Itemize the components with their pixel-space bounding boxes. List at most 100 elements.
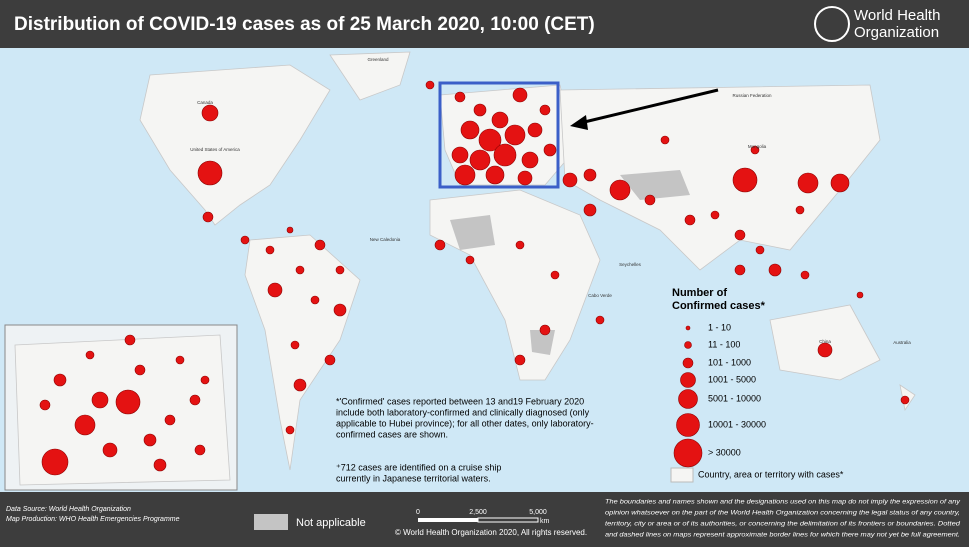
north-america [139, 64, 331, 226]
country-label: United States of America [190, 147, 240, 152]
case-bubbles [39, 80, 910, 476]
case-bubble [515, 240, 525, 250]
case-bubble [74, 414, 96, 436]
case-bubble [800, 270, 810, 280]
legend-symbol [684, 341, 692, 349]
case-bubble [143, 433, 157, 447]
case-bubble [39, 399, 51, 411]
case-bubble [434, 239, 446, 251]
country-label: Russian Federation [732, 93, 772, 98]
case-bubble [286, 226, 294, 234]
case-bubble [517, 170, 533, 186]
case-bubble [512, 87, 528, 103]
case-bubble [485, 165, 505, 185]
case-bubble [817, 342, 833, 358]
case-bubble [504, 124, 526, 146]
case-bubble [795, 205, 805, 215]
case-bubble [732, 167, 758, 193]
na-area [530, 330, 555, 355]
case-bubble [310, 295, 320, 305]
case-bubble [750, 145, 760, 155]
case-bubble [465, 255, 475, 265]
case-bubble [660, 135, 670, 145]
case-bubble [644, 194, 656, 206]
case-bubble [201, 104, 219, 122]
case-bubble [335, 265, 345, 275]
case-bubble [595, 315, 605, 325]
case-bubble [527, 122, 543, 138]
case-bubble [469, 149, 491, 171]
logo-text: World Health [854, 7, 940, 24]
legend: 1 - 10 11 - 100 101 - 1000 1001 - 5000 5001 … [673, 322, 766, 468]
legend-symbol [680, 372, 696, 388]
case-bubble [189, 394, 201, 406]
australia [769, 304, 881, 381]
case-bubble [830, 173, 850, 193]
map-production: Map Production: WHO Health Emergencies P… [6, 516, 180, 523]
case-bubble [454, 91, 466, 103]
case-bubble [797, 172, 819, 194]
highlight-box [438, 81, 560, 189]
scale-unit: km [540, 518, 550, 525]
title: Distribution of COVID-19 cases as of 25 … [14, 14, 595, 35]
note-line: ⁺712 cases are identified on a cruise sh… [336, 462, 501, 472]
case-bubble [583, 168, 597, 182]
data-source: Data Source: World Health Organization [6, 506, 131, 513]
case-bubble [550, 270, 560, 280]
not-applicable-areas [450, 170, 690, 355]
case-bubble [153, 458, 167, 472]
scale-bar [418, 518, 478, 522]
country-label: Seychelles [619, 262, 642, 267]
disclaimer-line: opinion whatsoever on the part of the Wo… [605, 510, 960, 517]
na-area [620, 170, 690, 200]
case-bubble [521, 151, 539, 169]
legend-item: 11 - 100 [708, 339, 740, 349]
who-emblem [814, 6, 850, 42]
arrow-head [570, 115, 588, 130]
case-bubble [543, 143, 557, 157]
scale-bar [477, 517, 539, 523]
greenland [329, 51, 411, 101]
case-bubble [768, 263, 782, 277]
case-bubble [684, 214, 696, 226]
legend-symbol [678, 389, 698, 409]
case-bubble [197, 160, 223, 186]
na-area [450, 215, 495, 250]
case-bubble [85, 350, 95, 360]
case-bubble [451, 146, 469, 164]
note-line: *'Confirmed' cases reported between 13 a… [336, 396, 584, 406]
case-bubble [290, 340, 300, 350]
country-label: Canada [197, 100, 213, 105]
legend-territory: Country, area or territory with cases* [698, 469, 844, 479]
case-bubble [734, 264, 746, 276]
case-bubble [514, 354, 526, 366]
case-bubble [200, 375, 210, 385]
case-bubble [454, 164, 476, 186]
case-bubble [115, 389, 141, 415]
legend-symbol [673, 438, 703, 468]
case-bubble [134, 364, 146, 376]
legend-symbol [685, 325, 691, 331]
country-label: China [819, 339, 831, 344]
legend-title: Number of [672, 287, 727, 299]
country-label: Greenland [367, 57, 389, 62]
note-line: confirmed cases are shown. [336, 429, 448, 439]
legend-title: Confirmed cases* [672, 300, 766, 312]
case-bubble [293, 378, 307, 392]
legend-item: 1001 - 5000 [708, 374, 756, 384]
case-bubble [460, 120, 480, 140]
notes: *'Confirmed' cases reported between 13 a… [336, 396, 594, 483]
case-bubble [124, 334, 136, 346]
case-bubble [900, 395, 910, 405]
case-bubble [324, 354, 336, 366]
case-bubble [91, 391, 109, 409]
case-bubble [491, 111, 509, 129]
scale-label: 2,500 [469, 509, 487, 516]
legend-item: > 30000 [708, 447, 741, 457]
case-bubble [194, 444, 206, 456]
footer-bar [0, 492, 969, 547]
case-bubble [539, 324, 551, 336]
legend-item: 101 - 1000 [708, 357, 751, 367]
legend-item: 5001 - 10000 [708, 393, 761, 403]
case-bubble [539, 104, 551, 116]
